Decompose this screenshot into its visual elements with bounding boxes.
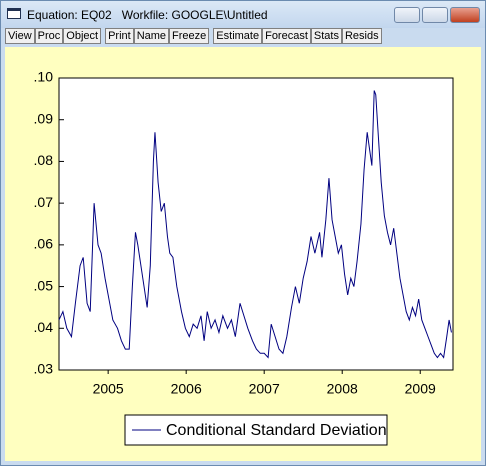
- minimize-button[interactable]: [394, 7, 420, 23]
- window-title: Equation: EQ02 Workfile: GOOGLE\Untitled: [27, 8, 268, 22]
- maximize-button[interactable]: [422, 7, 448, 23]
- toolbar-button[interactable]: Forecast: [262, 28, 311, 44]
- toolbar-button[interactable]: Stats: [310, 28, 342, 44]
- title-bar: Equation: EQ02 Workfile: GOOGLE\Untitled: [1, 1, 485, 28]
- toolbar-button[interactable]: Proc: [34, 28, 64, 44]
- x-tick-label: 2006: [171, 381, 202, 397]
- toolbar-group: Print Name Freeze: [105, 28, 210, 46]
- line: [58, 90, 452, 359]
- toolbar-button[interactable]: Resids: [341, 28, 382, 44]
- plot-area: [58, 77, 454, 371]
- y-tick-label: .08: [34, 152, 54, 168]
- x-tick-label: 2005: [93, 381, 124, 397]
- y-tick-label: .10: [34, 69, 54, 85]
- toolbar-button[interactable]: Freeze: [169, 28, 210, 44]
- toolbar-group: Estimate Forecast Stats Resids: [213, 28, 382, 46]
- y-tick-label: .04: [34, 319, 54, 335]
- window-icon: [7, 8, 21, 19]
- y-tick-label: .05: [34, 277, 54, 293]
- toolbar: View Proc Object Print Name Freeze Estimate For…: [5, 28, 382, 46]
- toolbar-button[interactable]: Print: [105, 28, 134, 44]
- x-tick-label: 2008: [327, 381, 358, 397]
- close-button[interactable]: [450, 7, 480, 23]
- y-tick-label: .06: [34, 236, 54, 252]
- toolbar-group: View Proc Object: [5, 28, 102, 46]
- y-tick-label: .07: [34, 194, 54, 210]
- y-tick-label: .09: [34, 110, 54, 126]
- x-tick-label: 2009: [405, 381, 436, 397]
- x-tick-label: 2007: [249, 381, 280, 397]
- toolbar-button[interactable]: Object: [63, 28, 102, 44]
- y-tick-label: .03: [34, 361, 54, 377]
- toolbar-button[interactable]: View: [5, 28, 35, 44]
- legend-label: Conditional Standard Deviation: [166, 422, 387, 439]
- legend-box: [124, 414, 388, 446]
- toolbar-button[interactable]: Estimate: [213, 28, 263, 44]
- toolbar-button[interactable]: Name: [133, 28, 170, 44]
